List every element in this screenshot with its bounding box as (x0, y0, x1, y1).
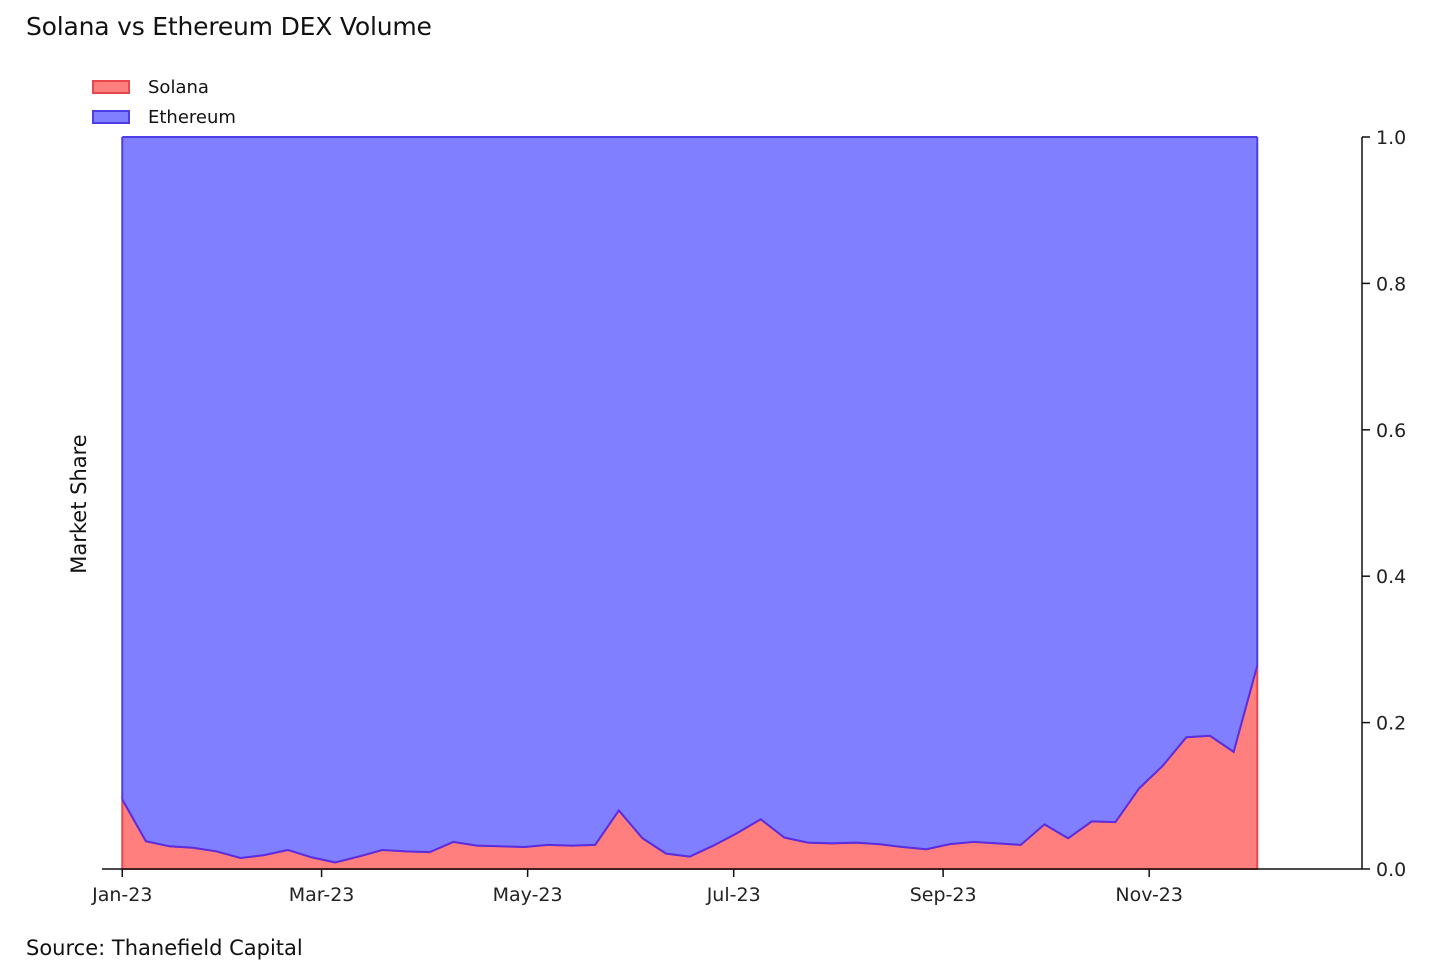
y-tick-label: 0.8 (1376, 273, 1406, 295)
x-tick-label: Jan-23 (91, 884, 152, 906)
source-note: Source: Thanefield Capital (26, 936, 303, 960)
y-axis-title: Market Share (67, 434, 91, 573)
y-tick-label: 0.4 (1376, 566, 1406, 588)
x-tick-label: Mar-23 (289, 884, 355, 906)
area-ethereum (122, 137, 1258, 863)
x-tick-label: May-23 (493, 884, 563, 906)
line-solana-top (121, 665, 1259, 864)
legend-label-ethereum: Ethereum (148, 106, 236, 128)
legend-swatch-solana (92, 80, 130, 94)
x-tick-label: Sep-23 (910, 884, 977, 906)
chart-title: Solana vs Ethereum DEX Volume (26, 12, 432, 41)
legend-item-ethereum: Ethereum (92, 102, 236, 132)
y-tick-label: 0.6 (1376, 420, 1406, 442)
x-tick-label: Jul-23 (706, 884, 761, 906)
legend-label-solana: Solana (148, 76, 209, 98)
y-tick-label: 0.0 (1376, 859, 1406, 881)
axes-layer: Jan-23 Mar-23 May-23 Jul-23 Sep-23 Nov-23 0.0 0… (91, 127, 1406, 906)
legend: Solana Ethereum (92, 72, 236, 132)
y-tick-label: 0.2 (1376, 713, 1406, 735)
area-layer (121, 136, 1259, 870)
x-tick-label: Nov-23 (1115, 884, 1183, 906)
legend-item-solana: Solana (92, 72, 236, 102)
y-tick-label: 1.0 (1376, 127, 1406, 149)
legend-swatch-ethereum (92, 110, 130, 124)
